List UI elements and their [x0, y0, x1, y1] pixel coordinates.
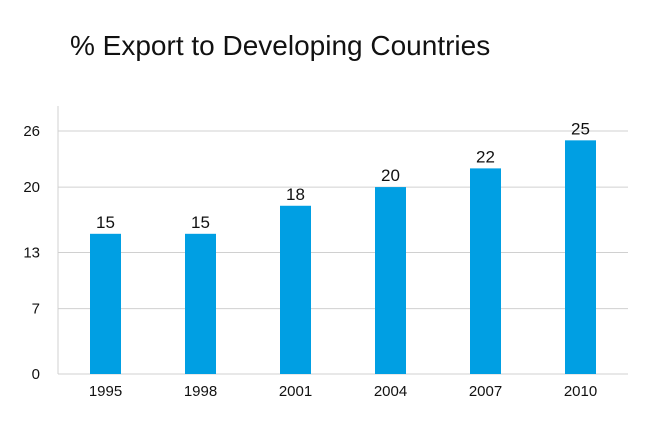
x-tick-label: 1998 [184, 383, 217, 400]
gridlines [57, 106, 628, 375]
x-axis-tick-labels: 1995 1998 2001 2004 2007 2010 [89, 383, 597, 400]
x-tick-label: 2001 [279, 383, 312, 400]
y-tick-label: 20 [23, 179, 40, 196]
bar [375, 187, 406, 374]
data-label: 15 [96, 213, 115, 232]
data-label: 20 [381, 166, 400, 185]
bars [90, 140, 596, 374]
bar [470, 168, 501, 374]
y-axis-tick-labels: 0 7 13 20 26 [23, 123, 40, 383]
x-tick-label: 2010 [564, 383, 597, 400]
data-labels: 15 15 18 20 22 25 [96, 119, 590, 231]
y-tick-label: 0 [32, 366, 40, 383]
data-label: 25 [571, 119, 590, 138]
y-tick-label: 26 [23, 123, 40, 140]
bar [90, 233, 121, 374]
x-tick-label: 1995 [89, 383, 122, 400]
x-tick-label: 2007 [469, 383, 502, 400]
y-tick-label: 13 [23, 245, 40, 262]
chart-title: % Export to Developing Countries [70, 30, 491, 61]
x-tick-label: 2004 [374, 383, 407, 400]
bar [565, 140, 596, 374]
bar [280, 205, 311, 374]
bar [185, 233, 216, 374]
data-label: 15 [191, 213, 210, 232]
y-tick-label: 7 [32, 301, 40, 318]
data-label: 22 [476, 147, 495, 166]
data-label: 18 [286, 185, 305, 204]
